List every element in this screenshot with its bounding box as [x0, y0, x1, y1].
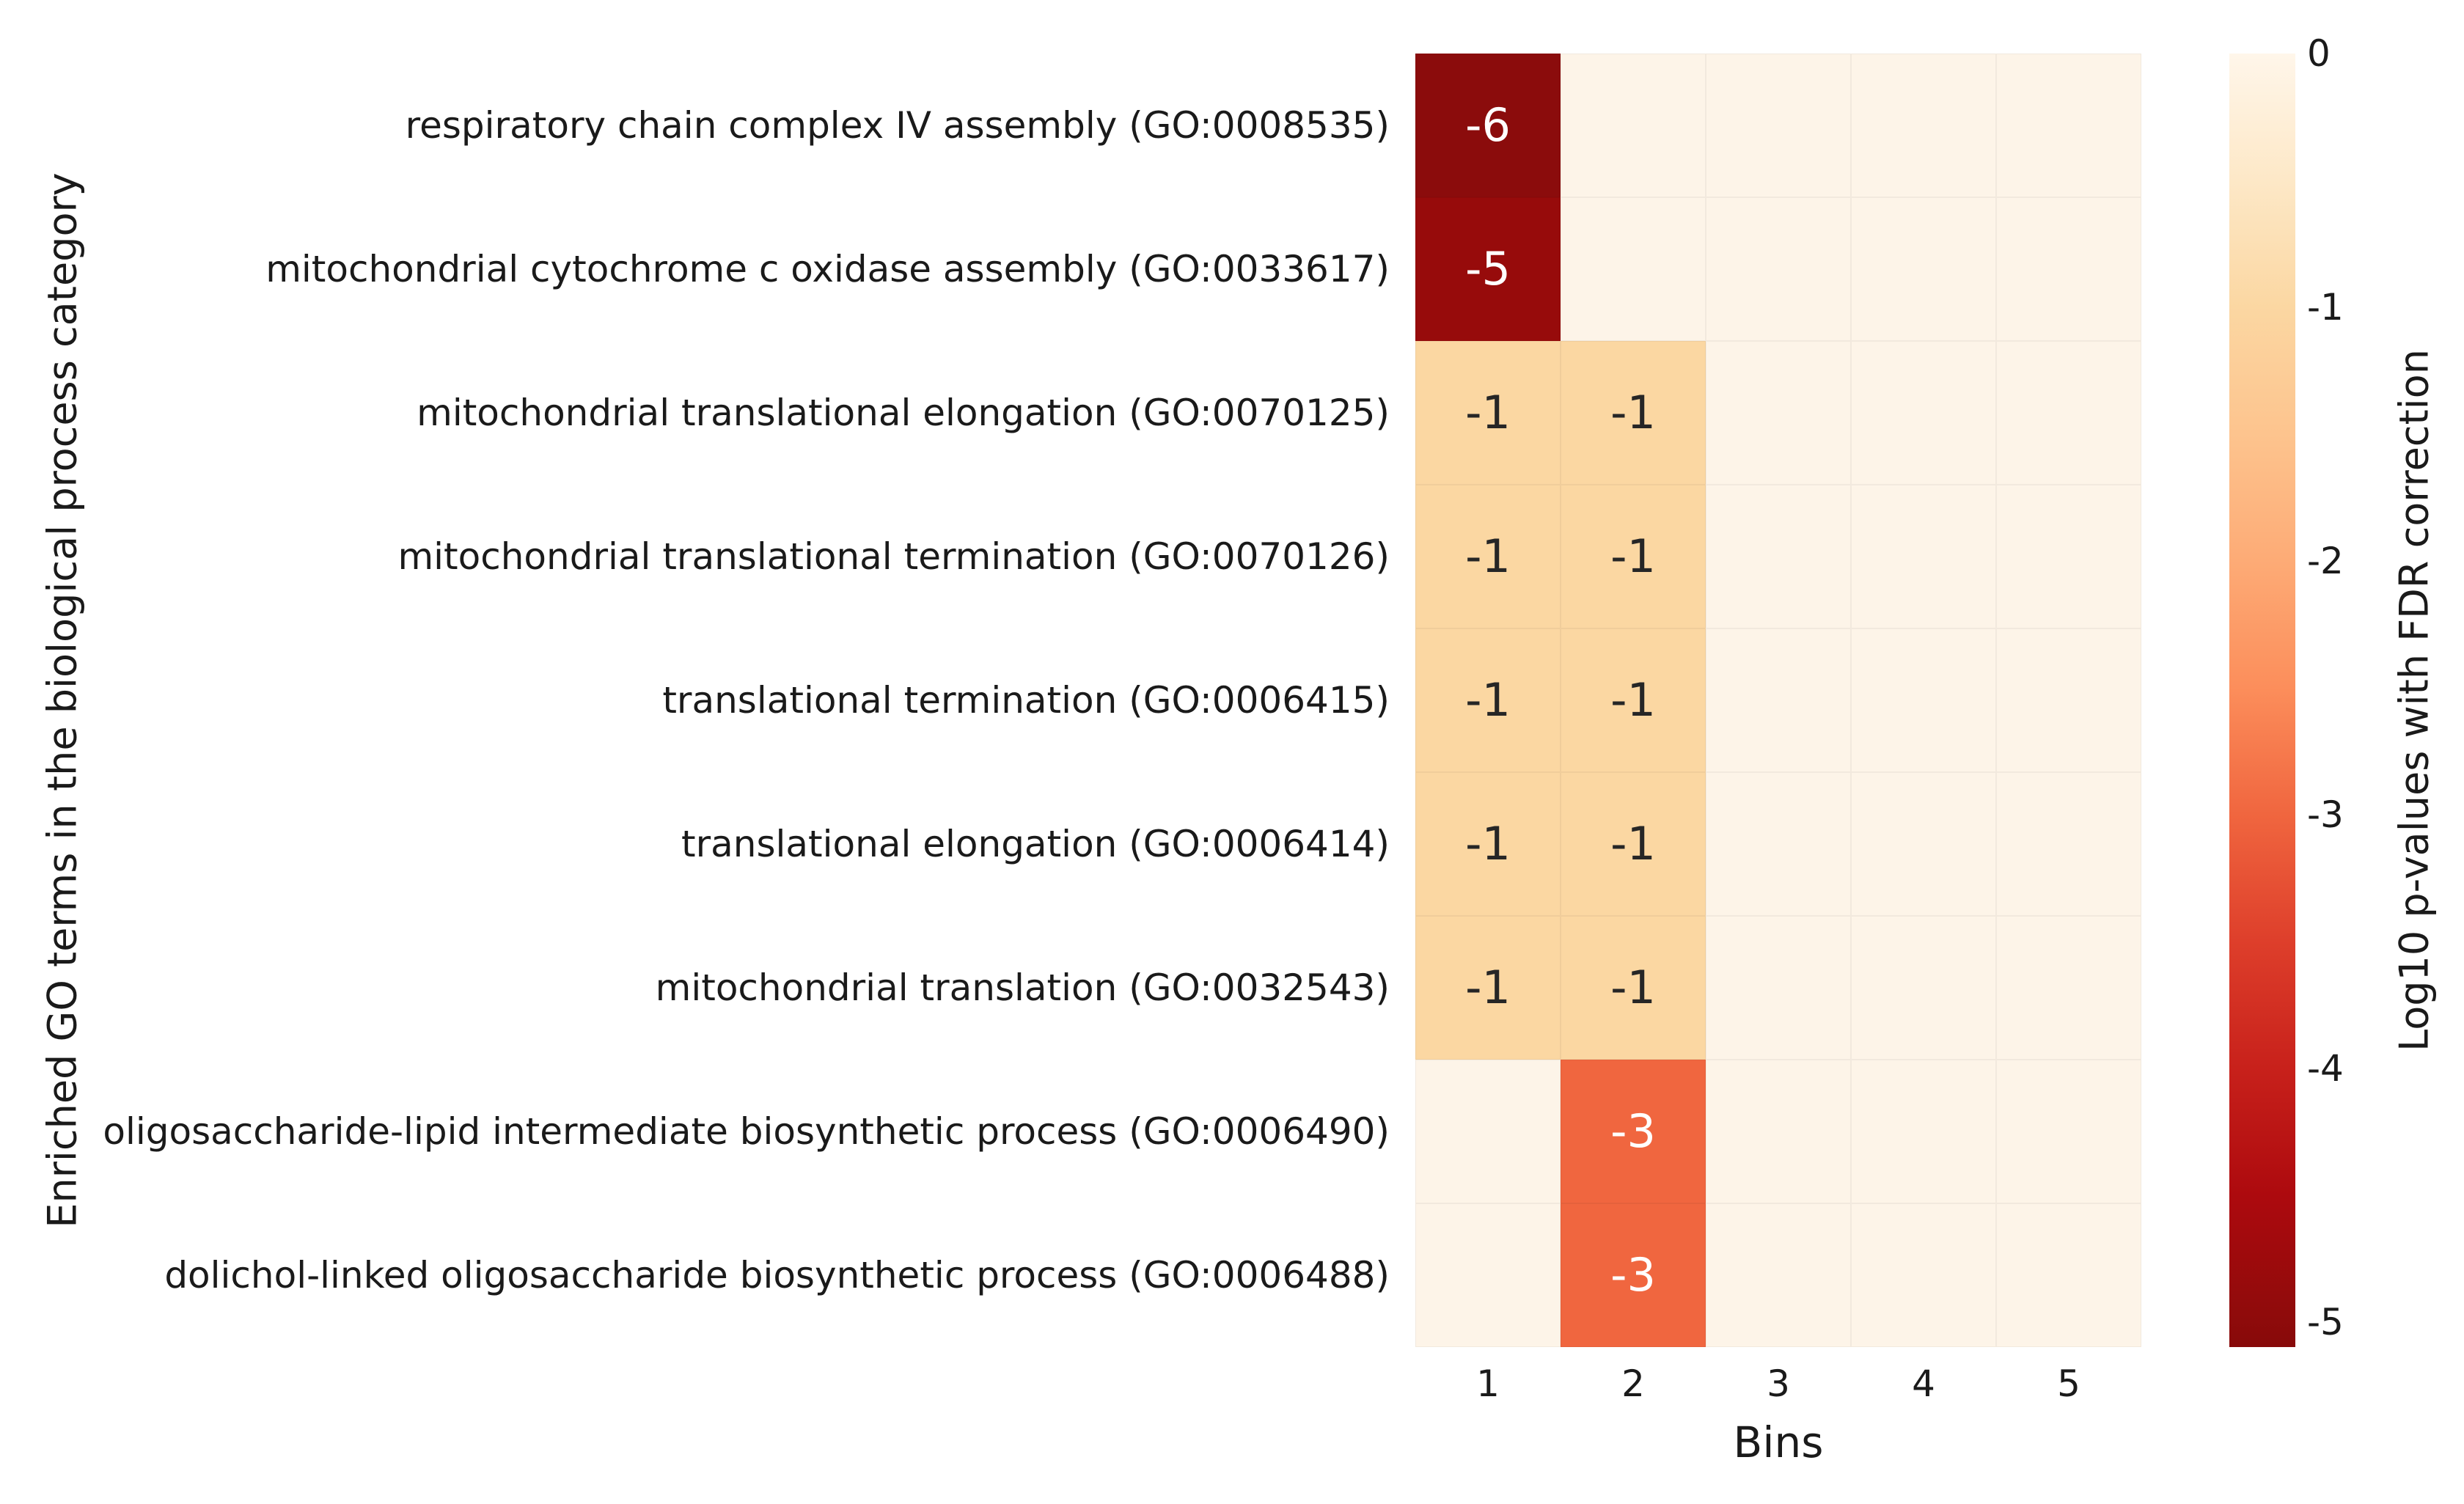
heatmap-cell-empty [1561, 197, 1706, 341]
x-tick-label: 3 [1767, 1362, 1790, 1405]
row-labels: respiratory chain complex IV assembly (G… [0, 54, 1390, 1347]
heatmap-cell-empty [1996, 1203, 2141, 1347]
heatmap-cell-empty [1851, 341, 1996, 485]
heatmap-cell-empty [1706, 916, 1851, 1060]
colorbar-tick-label: -5 [2307, 1301, 2344, 1343]
heatmap-cell: -1 [1415, 485, 1561, 628]
heatmap-grid: -6 -5 -1 -1 -1 -1 -1 -1 -1 -1 -1 -1 -3 -3 [1415, 54, 2141, 1347]
heatmap-cell-empty [1706, 628, 1851, 772]
heatmap-cell: -1 [1415, 916, 1561, 1060]
heatmap-cell: -1 [1561, 485, 1706, 628]
x-tick-label: 4 [1912, 1362, 1935, 1405]
x-tick-label: 5 [2057, 1362, 2080, 1405]
heatmap-cell: -1 [1561, 628, 1706, 772]
heatmap-cell-empty [1706, 772, 1851, 916]
heatmap-cell-empty [1561, 54, 1706, 197]
heatmap-cell-empty [1415, 1203, 1561, 1347]
row-label: mitochondrial cytochrome c oxidase assem… [265, 248, 1390, 290]
heatmap-cell-empty [1996, 341, 2141, 485]
heatmap-cell-empty [1996, 54, 2141, 197]
heatmap-cell-empty [1996, 772, 2141, 916]
colorbar-label: Log10 p-values with FDR correction [2391, 349, 2438, 1052]
row-label: mitochondrial translational termination … [397, 535, 1390, 578]
heatmap-cell-empty [1706, 341, 1851, 485]
heatmap-cell-empty [1706, 197, 1851, 341]
heatmap-cell-empty [1851, 54, 1996, 197]
heatmap-cell-empty [1706, 1203, 1851, 1347]
heatmap-cell-empty [1706, 54, 1851, 197]
heatmap-cell: -1 [1415, 341, 1561, 485]
heatmap-cell-empty [1851, 1203, 1996, 1347]
heatmap-cell: -1 [1561, 916, 1706, 1060]
heatmap-cell: -5 [1415, 197, 1561, 341]
heatmap-cell: -1 [1561, 341, 1706, 485]
row-label: respiratory chain complex IV assembly (G… [405, 104, 1390, 147]
heatmap-cell: -1 [1415, 628, 1561, 772]
colorbar-ticks: 0 -1 -2 -3 -4 -5 [2307, 35, 2417, 1347]
row-label: dolichol-linked oligosaccharide biosynth… [164, 1254, 1390, 1296]
heatmap-cell-empty [1415, 1060, 1561, 1203]
colorbar-tick-label: 0 [2307, 32, 2331, 75]
colorbar-tick-label: -2 [2307, 540, 2344, 582]
row-label: mitochondrial translation (GO:0032543) [655, 966, 1390, 1009]
heatmap-cell: -1 [1561, 772, 1706, 916]
x-axis-label: Bins [1733, 1417, 1824, 1467]
heatmap-cell-empty [1996, 197, 2141, 341]
heatmap-cell: -3 [1561, 1060, 1706, 1203]
heatmap-cell-empty [1851, 485, 1996, 628]
colorbar-tick-label: -1 [2307, 286, 2344, 329]
heatmap-cell-empty [1851, 1060, 1996, 1203]
row-label: translational elongation (GO:0006414) [681, 823, 1390, 865]
x-tick-label: 2 [1621, 1362, 1645, 1405]
heatmap-cell-empty [1996, 628, 2141, 772]
heatmap-cell-empty [1851, 772, 1996, 916]
heatmap-cell-empty [1851, 916, 1996, 1060]
heatmap-cell-empty [1996, 485, 2141, 628]
colorbar-gradient [2229, 54, 2295, 1347]
heatmap-cell: -6 [1415, 54, 1561, 197]
heatmap-cell-empty [1996, 916, 2141, 1060]
row-label: mitochondrial translational elongation (… [417, 392, 1390, 434]
heatmap-cell: -1 [1415, 772, 1561, 916]
row-label: oligosaccharide-lipid intermediate biosy… [103, 1110, 1390, 1153]
heatmap-cell-empty [1706, 1060, 1851, 1203]
heatmap-cell-empty [1996, 1060, 2141, 1203]
colorbar-tick-label: -3 [2307, 793, 2344, 836]
heatmap-cell-empty [1851, 197, 1996, 341]
x-tick-label: 1 [1476, 1362, 1500, 1405]
heatmap-cell-empty [1851, 628, 1996, 772]
colorbar-tick-label: -4 [2307, 1047, 2344, 1090]
heatmap-cell: -3 [1561, 1203, 1706, 1347]
row-label: translational termination (GO:0006415) [662, 679, 1390, 722]
heatmap-cell-empty [1706, 485, 1851, 628]
x-axis-ticks: 1 2 3 4 5 [1415, 1365, 2141, 1402]
